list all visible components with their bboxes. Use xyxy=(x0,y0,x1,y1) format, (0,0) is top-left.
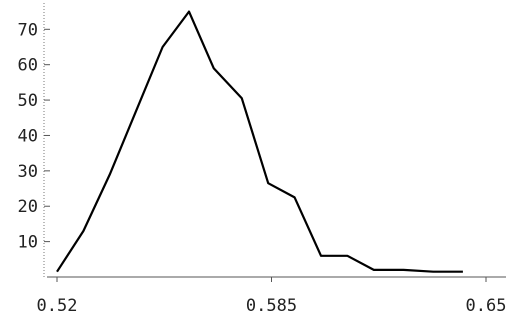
y-tick-label: 50 xyxy=(18,91,38,111)
y-tick-label: 30 xyxy=(18,162,38,182)
x-axis: 0.52 0.585 0.65 xyxy=(37,276,507,316)
y-tick-label: 40 xyxy=(18,126,38,146)
y-tick-label: 10 xyxy=(18,233,38,253)
y-tick-label: 20 xyxy=(18,197,38,217)
y-axis: 10 20 30 40 50 60 70 xyxy=(18,3,50,277)
x-tick-label: 0.65 xyxy=(466,296,507,316)
x-tick-label: 0.52 xyxy=(37,296,78,316)
x-tick-label: 0.585 xyxy=(246,296,297,316)
y-tick-label: 70 xyxy=(18,20,38,40)
series-line xyxy=(56,10,463,273)
y-tick-label: 60 xyxy=(18,56,38,76)
plot-area xyxy=(56,10,463,273)
